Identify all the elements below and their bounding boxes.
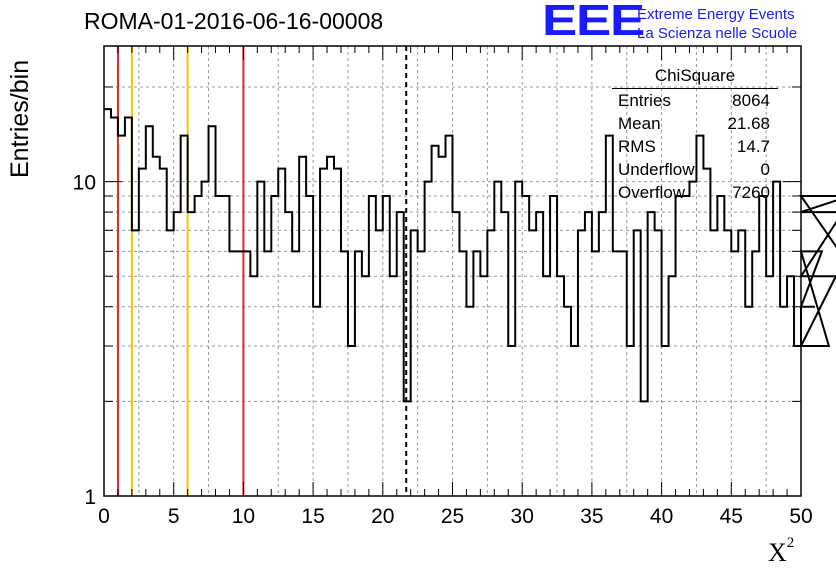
stats-divider (612, 88, 778, 89)
plot-title: ROMA-01-2016-06-16-00008 (84, 8, 384, 34)
eee-logo: EEE Extreme Energy Events La Scienza nel… (542, 0, 832, 46)
stats-row-overflow: Overflow 7260 (610, 181, 780, 204)
x-tick-label: 5 (168, 505, 180, 528)
y-tick-label: 1 (84, 486, 96, 509)
histogram-series (104, 108, 836, 403)
x-axis-label: X2 (768, 535, 795, 567)
x-tick-label: 30 (511, 505, 534, 528)
stats-row-rms: RMS 14.7 (610, 135, 780, 158)
x-tick-label: 50 (789, 505, 812, 528)
x-tick-label: 25 (441, 505, 464, 528)
stats-label: Entries (618, 91, 671, 110)
y-axis-label: Entries/bin (6, 59, 34, 178)
stats-row-underflow: Underflow 0 (610, 158, 780, 181)
stats-box: ChiSquare Entries 8064 Mean 21.68 RMS 14… (610, 66, 780, 204)
logo-line-2: La Scienza nelle Scuole (637, 25, 798, 42)
stats-row-entries: Entries 8064 (610, 89, 780, 112)
x-tick-label: 0 (98, 505, 110, 528)
axis-ticks (103, 46, 802, 497)
stats-value: 14.7 (736, 137, 770, 156)
y-tick-label: 10 (73, 172, 96, 195)
stats-title: ChiSquare (654, 66, 736, 85)
x-tick-label: 10 (232, 505, 255, 528)
stats-row-mean: Mean 21.68 (610, 112, 780, 135)
stats-value: 7260 (732, 183, 770, 202)
stats-value: 0 (760, 160, 770, 179)
tick-labels: 0 5 10 15 20 25 30 35 40 45 50 1 10 (73, 172, 813, 528)
logo-mark: EEE (542, 0, 645, 45)
logo-line-1: Extreme Energy Events (637, 6, 795, 23)
x-tick-label: 35 (580, 505, 603, 528)
stats-value: 8064 (732, 91, 770, 110)
stats-label: Mean (618, 114, 661, 133)
x-tick-label: 15 (301, 505, 324, 528)
marker-lines (116, 46, 408, 496)
x-tick-label: 45 (720, 505, 743, 528)
stats-value: 21.68 (727, 114, 770, 133)
x-tick-label: 40 (650, 505, 673, 528)
stats-label: Overflow (618, 183, 686, 202)
stats-label: RMS (618, 137, 656, 156)
stats-label: Underflow (618, 160, 695, 179)
x-tick-label: 20 (371, 505, 394, 528)
